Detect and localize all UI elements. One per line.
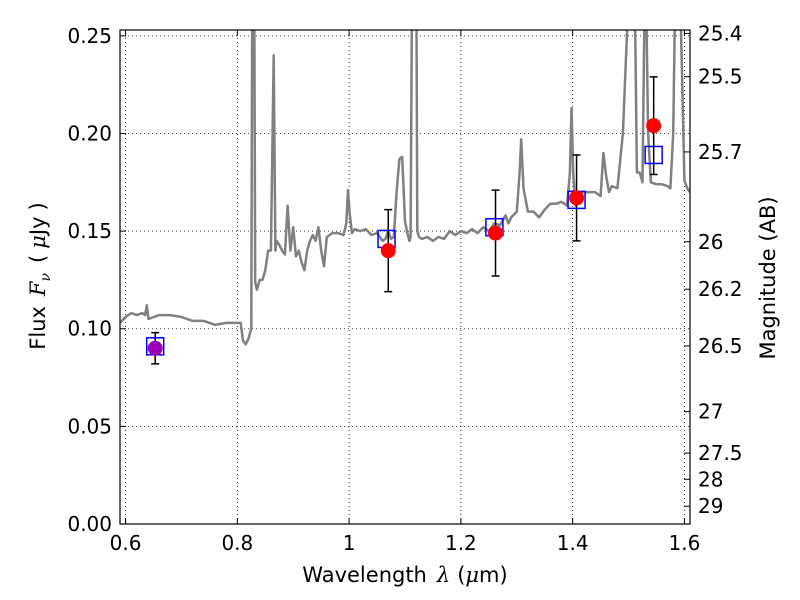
x-axis-label: Wavelength λ (μm) <box>302 563 507 587</box>
plot-frame <box>119 29 691 525</box>
y-tick-label: 0.15 <box>67 219 112 243</box>
y-axis-label: FluxFν(μJy) <box>26 202 54 349</box>
magnitude-tick-label: 28 <box>698 467 723 491</box>
model-flux-square <box>644 145 663 165</box>
x-tick-label: 1.2 <box>445 531 477 555</box>
magnitude-tick-label: 27.5 <box>698 441 743 465</box>
magnitude-tick-label: 26.2 <box>698 277 743 301</box>
observed-flux-point <box>380 243 396 259</box>
y-tick-label: 0.00 <box>67 512 112 536</box>
x-tick-label: 1.6 <box>669 531 701 555</box>
right-axis-label: Magnitude (AB) <box>756 196 780 359</box>
observed-flux-point <box>147 340 163 356</box>
model-spectrum-line <box>120 30 690 346</box>
magnitude-tick-label: 25.5 <box>698 65 743 89</box>
observed-flux-point <box>488 225 504 241</box>
x-tick-label: 0.8 <box>221 531 253 555</box>
y-tick-label: 0.10 <box>67 317 112 341</box>
magnitude-tick-label: 27 <box>698 400 723 424</box>
x-tick-label: 0.6 <box>110 531 142 555</box>
grid <box>120 30 690 524</box>
observed-flux-point <box>646 118 662 134</box>
x-tick-label: 1 <box>343 531 356 555</box>
magnitude-tick-label: 25.4 <box>698 22 743 46</box>
y-tick-label: 0.25 <box>67 24 112 48</box>
observed-flux-point <box>569 190 585 206</box>
magnitude-tick-label: 26 <box>698 230 723 254</box>
y-tick-label: 0.20 <box>67 121 112 145</box>
magnitude-tick-label: 26.5 <box>698 334 743 358</box>
magnitude-tick-label: 25.7 <box>698 140 743 164</box>
x-tick-label: 1.4 <box>557 531 589 555</box>
y-tick-label: 0.05 <box>67 414 112 438</box>
plot-area <box>120 30 690 365</box>
axes: 0.6 0.8 1 1.2 1.4 1.6 0.00 0.05 0.10 0.15 0.20 0.25… <box>67 22 742 555</box>
magnitude-tick-label: 29 <box>698 494 723 518</box>
